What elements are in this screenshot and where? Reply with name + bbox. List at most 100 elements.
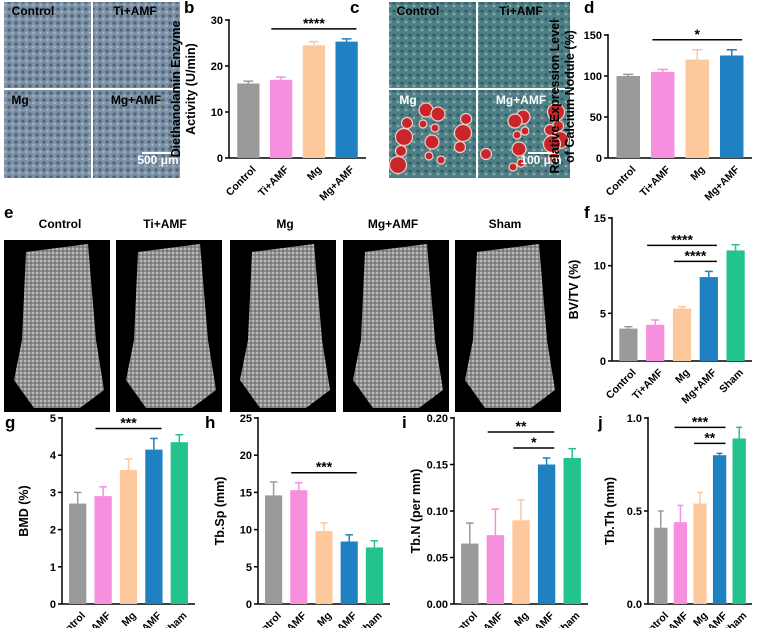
- y-tick-label: 0.05: [427, 553, 448, 565]
- nodule: [546, 102, 566, 122]
- bar: [119, 470, 138, 604]
- panel-letter: d: [584, 0, 594, 17]
- nodule: [430, 106, 446, 122]
- significance-label: ***: [692, 413, 709, 429]
- image-title: Sham: [489, 217, 522, 231]
- bar: [265, 495, 283, 604]
- x-tick-label: Mg: [315, 610, 334, 628]
- y-tick-label: 5: [600, 308, 606, 320]
- bar: [512, 520, 530, 604]
- image-title: Mg+AMF: [368, 217, 418, 231]
- y-tick-label: 10: [240, 525, 252, 537]
- x-tick-label: Mg: [120, 610, 139, 628]
- y-tick-label: 0.0: [627, 599, 642, 611]
- y-tick-label: 5: [50, 413, 56, 425]
- x-tick-label: Ti+AMF: [638, 163, 674, 199]
- image-title: Mg: [276, 217, 293, 231]
- bar: [365, 547, 383, 604]
- bar: [269, 79, 293, 158]
- bone-scan: [465, 244, 555, 408]
- x-tick-label: Sham: [161, 610, 190, 628]
- image-title: Mg+AMF: [111, 93, 161, 107]
- y-tick-label: 0: [246, 599, 252, 611]
- bar: [619, 328, 638, 361]
- image-title: Ti+AMF: [143, 217, 186, 231]
- bar: [654, 527, 668, 604]
- x-tick-label: Control: [249, 610, 284, 628]
- y-tick-label: 10: [594, 261, 606, 273]
- image-title: Ti+AMF: [499, 4, 542, 18]
- image-title: Ti+AMF: [113, 4, 156, 18]
- bar: [726, 250, 745, 361]
- bar: [673, 522, 688, 604]
- y-tick-label: 15: [240, 487, 252, 499]
- bar: [486, 535, 505, 604]
- y-axis-label: Relative Expression Level: [548, 19, 562, 173]
- x-tick-label: Sham: [356, 610, 385, 628]
- bone-scan: [240, 244, 330, 408]
- significance-label: ***: [316, 459, 333, 475]
- y-tick-label: 5: [246, 562, 252, 574]
- y-tick-label: 0.5: [627, 506, 642, 518]
- bar: [651, 71, 675, 158]
- bar: [145, 449, 163, 604]
- nodule: [516, 158, 526, 168]
- nodule: [507, 113, 523, 129]
- y-tick-label: 4: [50, 450, 57, 462]
- significance-label: ***: [120, 414, 137, 430]
- bar: [290, 490, 308, 604]
- nodule: [418, 119, 428, 129]
- bone-scan: [126, 244, 216, 408]
- x-tick-label: Mg+AMF: [702, 163, 742, 203]
- panel-letter: f: [584, 203, 590, 222]
- bar: [94, 496, 112, 604]
- y-tick-label: 150: [584, 30, 602, 42]
- bar: [685, 59, 709, 158]
- nodule: [453, 123, 473, 143]
- nodule: [400, 116, 414, 130]
- nodule: [508, 162, 518, 172]
- y-axis-label: BV/TV (%): [567, 260, 581, 320]
- y-tick-label: 30: [211, 15, 223, 27]
- panel-letter: e: [4, 203, 13, 222]
- nodule: [430, 123, 440, 133]
- y-tick-label: 0.15: [427, 460, 448, 472]
- y-tick-label: 0: [600, 356, 606, 368]
- panel-letter: c: [350, 0, 359, 17]
- x-tick-label: Mg: [305, 164, 324, 183]
- y-axis-label: Tb.Sp (mm): [213, 477, 227, 546]
- nodule: [394, 144, 408, 158]
- y-axis-label: Tb.N (per mm): [409, 469, 423, 554]
- y-tick-label: 1: [50, 562, 56, 574]
- bar: [170, 442, 188, 604]
- y-tick-label: 100: [584, 71, 602, 83]
- y-tick-label: 0: [596, 153, 602, 165]
- x-tick-label: Control: [224, 164, 259, 199]
- x-tick-label: Control: [445, 610, 480, 628]
- image-title: Mg: [11, 93, 28, 107]
- bar: [302, 45, 326, 158]
- micrograph: [4, 2, 91, 88]
- panel-letter: b: [184, 0, 194, 17]
- x-tick-label: Sham: [717, 367, 746, 396]
- y-tick-label: 20: [211, 61, 223, 73]
- y-tick-label: 20: [240, 450, 252, 462]
- y-tick-label: 0: [217, 153, 223, 165]
- bone-scan: [14, 244, 104, 408]
- nodule: [479, 147, 493, 161]
- significance-label: *: [695, 26, 701, 42]
- micrograph: [93, 2, 180, 88]
- micrograph: [389, 2, 476, 88]
- bar: [720, 55, 744, 158]
- bar: [693, 503, 707, 604]
- panel-letter: j: [597, 413, 603, 432]
- nodule: [543, 123, 557, 137]
- nodule: [512, 130, 522, 140]
- image-title: Control: [12, 4, 55, 18]
- y-tick-label: 15: [594, 213, 606, 225]
- bar: [69, 503, 87, 604]
- x-tick-label: Sham: [554, 610, 583, 628]
- y-axis-label: Activity (U/min): [184, 43, 198, 135]
- x-tick-label: Control: [604, 164, 639, 199]
